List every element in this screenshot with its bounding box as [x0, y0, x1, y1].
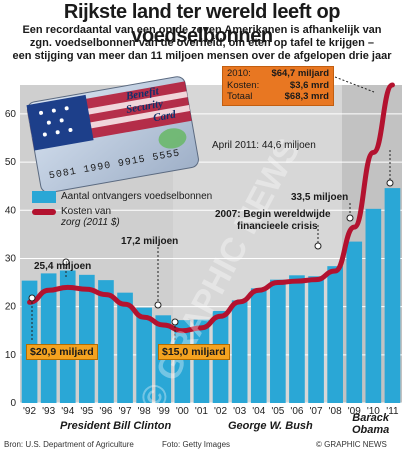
subtitle-line-1: Een recordaantal van een op de zeven Ame…: [22, 24, 382, 36]
legend-line-label: Kosten van zorg (2011 $): [61, 206, 120, 228]
marker-2011: [386, 179, 394, 187]
x-tick-label: '99: [157, 406, 170, 417]
subtitle-line-2: zgn. voedselbonnen van de overheid, om e…: [29, 37, 375, 49]
callout-april-2011: April 2011: 44,6 miljoen: [212, 140, 316, 151]
bar: [98, 280, 114, 403]
legend-line-swatch: [32, 206, 56, 218]
x-tick-label: '08: [329, 406, 342, 417]
subtitle-line-3: een stijging van meer dan 11 miljoen men…: [12, 50, 392, 62]
bar: [136, 307, 152, 403]
bar: [231, 300, 248, 403]
bar: [270, 279, 286, 403]
x-tick-label: '01: [195, 406, 208, 417]
card-text-benefit: Benefit: [124, 85, 160, 103]
y-tick-label: 60: [5, 109, 17, 120]
marker-2000: [154, 301, 162, 309]
cost-1992-box: $20,9 miljard: [26, 344, 98, 360]
cost-2010-box: 2010: $64,7 miljard Kosten: $3,6 mrd Totaa…: [222, 66, 334, 106]
bar: [117, 292, 133, 403]
bar: [21, 280, 38, 403]
x-tick-label: '03: [233, 406, 246, 417]
bar: [308, 276, 324, 403]
x-tick-label: '05: [271, 406, 284, 417]
x-tick-label: '95: [80, 406, 93, 417]
president-obama-2: Obama: [352, 424, 390, 436]
page-title: Rijkste land ter wereld leeft op voedsel…: [63, 1, 341, 47]
bar: [346, 241, 363, 403]
cost-2000-box: $15,0 miljard: [158, 344, 230, 360]
stat-costs-value: $3,6 mrd: [289, 79, 329, 91]
president-obama: Barack Obama: [352, 412, 389, 436]
legend-bars-label: Aantal ontvangers voedselbonnen: [61, 191, 213, 202]
photo-credit: Foto: Getty Images: [162, 440, 231, 449]
x-tick-label: '06: [290, 406, 303, 417]
marker-2009: [346, 214, 354, 222]
stat-year-value: $64,7 miljard: [271, 68, 329, 79]
bar: [289, 275, 305, 403]
y-tick-label: 40: [5, 205, 17, 216]
stat-total-label: Totaal: [227, 91, 253, 102]
president-bush: George W. Bush: [228, 420, 313, 432]
legend-line-label-1: Kosten van: [61, 206, 112, 217]
y-tick-label: 20: [5, 302, 17, 313]
callout-crisis-line-2: financieele crisis: [237, 221, 318, 232]
x-tick-label: '96: [99, 406, 112, 417]
x-tick-label: '98: [138, 406, 151, 417]
x-tick-label: '92: [23, 406, 36, 417]
bar: [365, 208, 382, 403]
bar: [250, 288, 267, 403]
y-tick-label: 10: [5, 350, 17, 361]
legend: Aantal ontvangers voedselbonnen Kosten v…: [32, 191, 212, 231]
callout-crisis: 2007: Begin wereldwijde financieele cris…: [215, 209, 331, 233]
x-tick-label: '09: [348, 406, 361, 417]
x-tick-label: '94: [61, 406, 74, 417]
legend-bar-swatch: [32, 191, 56, 203]
x-axis: '92 '93 '94 '95 '96 '97 '98 '99 '00 '01 '02 '03 '04 '…: [23, 406, 399, 417]
stat-year-label: 2010:: [227, 68, 251, 79]
marker-2007: [314, 242, 322, 250]
legend-line-label-2: zorg (2011 $): [61, 217, 120, 228]
graphic-news-credit: © GRAPHIC NEWS: [316, 440, 387, 449]
y-tick-label: 0: [10, 398, 16, 409]
y-tick-label: 50: [5, 157, 17, 168]
x-tick-label: '00: [176, 406, 189, 417]
bar: [327, 266, 343, 403]
callout-2009: 33,5 miljoen: [291, 192, 349, 203]
bar: [40, 273, 57, 403]
benefit-card-illustration: Benefit Security Card 5081 1990 9915 555…: [26, 76, 199, 194]
leader-cost-2010: [334, 76, 375, 93]
bar: [193, 319, 210, 403]
bar: [79, 274, 95, 403]
x-tick-label: '07: [310, 406, 323, 417]
stat-costs-label: Kosten:: [227, 79, 260, 91]
card-text-card: Card: [152, 108, 177, 124]
bar: [59, 270, 76, 403]
source-credit: Bron: U.S. Department of Agriculture: [4, 440, 134, 449]
x-tick-label: '04: [252, 406, 265, 417]
y-tick-label: 30: [5, 253, 17, 264]
cost-line: [27, 82, 395, 334]
callout-crisis-line-1: 2007: Begin wereldwijde: [215, 209, 331, 220]
x-tick-label: '02: [214, 406, 227, 417]
marker-cost-2000: [171, 318, 179, 326]
marker-cost-1992: [28, 294, 36, 302]
callout-1994: 25,4 miljoen: [34, 261, 92, 272]
bar: [384, 188, 401, 403]
marker-1994: [62, 258, 70, 266]
x-tick-label: '10: [367, 406, 380, 417]
stat-total-value: $68,3 mrd: [284, 91, 329, 102]
president-obama-1: Barack: [352, 412, 389, 424]
subtitle: Een recordaantal van een op de zeven Ame…: [6, 24, 398, 63]
x-tick-label: '93: [42, 406, 55, 417]
x-tick-label: '11: [386, 406, 399, 417]
president-clinton: President Bill Clinton: [60, 420, 172, 432]
callout-2000: 17,2 miljoen: [121, 236, 179, 247]
x-tick-label: '97: [119, 406, 132, 417]
y-axis: 0 10 20 30 40 50 60: [5, 109, 17, 409]
bar: [174, 320, 191, 403]
bars: [21, 188, 401, 403]
